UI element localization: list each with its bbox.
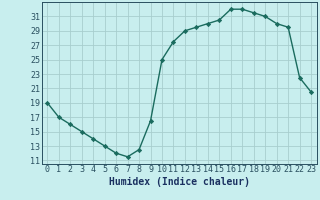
X-axis label: Humidex (Indice chaleur): Humidex (Indice chaleur) bbox=[109, 177, 250, 187]
